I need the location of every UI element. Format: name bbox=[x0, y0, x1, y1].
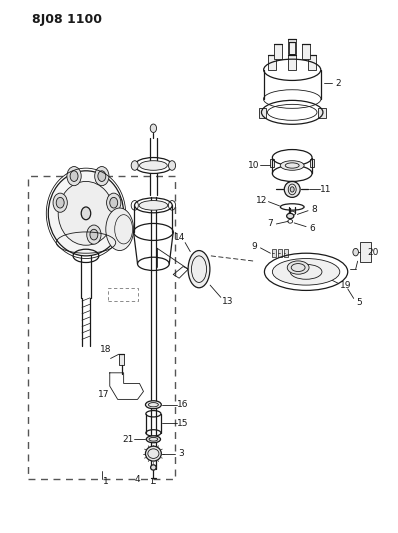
Ellipse shape bbox=[287, 261, 309, 274]
Ellipse shape bbox=[284, 181, 300, 197]
Text: 10: 10 bbox=[248, 161, 259, 170]
Circle shape bbox=[81, 207, 91, 220]
Text: 5: 5 bbox=[356, 298, 362, 307]
Bar bbox=[284, 249, 288, 257]
Bar bbox=[308, 55, 316, 70]
Text: 8J08 1100: 8J08 1100 bbox=[32, 13, 102, 26]
Circle shape bbox=[168, 161, 176, 170]
Circle shape bbox=[70, 171, 78, 181]
Circle shape bbox=[107, 193, 121, 212]
Text: 16: 16 bbox=[178, 400, 189, 409]
Bar bbox=[289, 42, 295, 54]
Bar bbox=[108, 288, 138, 301]
Circle shape bbox=[290, 187, 294, 192]
Text: 6: 6 bbox=[309, 224, 315, 233]
Text: 19: 19 bbox=[340, 280, 351, 289]
Text: 8: 8 bbox=[311, 205, 317, 214]
Ellipse shape bbox=[48, 171, 124, 256]
Ellipse shape bbox=[150, 465, 156, 470]
Bar bbox=[360, 242, 371, 262]
Bar bbox=[119, 354, 125, 365]
Text: 9: 9 bbox=[252, 243, 258, 252]
Circle shape bbox=[67, 166, 81, 185]
Text: 17: 17 bbox=[98, 390, 109, 399]
Ellipse shape bbox=[146, 436, 160, 443]
Text: 2: 2 bbox=[335, 78, 341, 87]
Bar bbox=[270, 159, 274, 167]
Ellipse shape bbox=[145, 446, 161, 461]
Bar bbox=[29, 176, 175, 479]
Ellipse shape bbox=[139, 200, 168, 210]
Text: 14: 14 bbox=[174, 233, 185, 242]
Ellipse shape bbox=[287, 213, 294, 219]
Circle shape bbox=[90, 229, 98, 240]
Bar bbox=[310, 159, 314, 167]
Text: 3: 3 bbox=[178, 449, 184, 458]
Bar bbox=[272, 249, 276, 257]
Text: 12: 12 bbox=[256, 196, 267, 205]
Circle shape bbox=[98, 171, 106, 181]
Ellipse shape bbox=[58, 181, 114, 245]
Circle shape bbox=[131, 161, 139, 170]
Bar bbox=[302, 44, 310, 59]
Ellipse shape bbox=[145, 401, 161, 409]
Circle shape bbox=[87, 225, 101, 244]
Circle shape bbox=[95, 166, 109, 185]
Ellipse shape bbox=[280, 161, 304, 170]
Ellipse shape bbox=[106, 208, 134, 251]
Bar bbox=[278, 249, 282, 257]
Text: 13: 13 bbox=[222, 296, 233, 305]
Bar bbox=[259, 108, 266, 118]
Text: 18: 18 bbox=[100, 345, 111, 354]
Circle shape bbox=[353, 248, 359, 256]
Ellipse shape bbox=[140, 161, 167, 170]
Ellipse shape bbox=[188, 251, 210, 288]
Text: 20: 20 bbox=[368, 248, 379, 257]
Circle shape bbox=[56, 197, 64, 208]
Ellipse shape bbox=[272, 259, 340, 285]
Bar bbox=[268, 55, 276, 70]
Circle shape bbox=[53, 193, 67, 212]
Text: 21: 21 bbox=[122, 435, 133, 444]
Text: 11: 11 bbox=[320, 185, 332, 194]
Text: 4: 4 bbox=[135, 475, 140, 483]
Text: 7: 7 bbox=[267, 220, 273, 229]
Circle shape bbox=[150, 124, 156, 133]
Bar bbox=[318, 108, 326, 118]
Text: 15: 15 bbox=[178, 419, 189, 428]
Bar bbox=[288, 55, 296, 70]
Bar bbox=[274, 44, 282, 59]
Text: 1: 1 bbox=[103, 478, 109, 486]
Circle shape bbox=[110, 197, 118, 208]
Bar bbox=[288, 39, 296, 54]
